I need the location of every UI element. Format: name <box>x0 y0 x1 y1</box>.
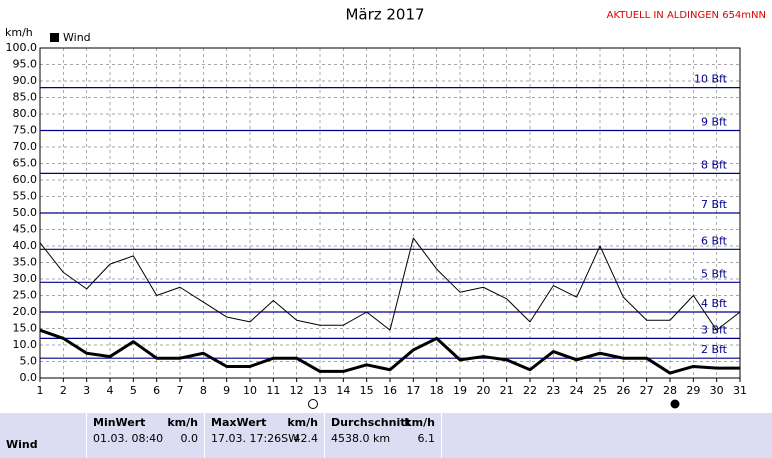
moon-full <box>308 399 318 409</box>
stats-value: 0.0 <box>180 432 199 445</box>
x-tick-label: 23 <box>546 384 560 397</box>
legend-label: Wind <box>63 31 91 44</box>
x-tick-label: 18 <box>430 384 444 397</box>
moon-new <box>670 399 680 409</box>
x-tick-label: 24 <box>570 384 584 397</box>
x-tick-label: 8 <box>200 384 207 397</box>
beaufort-label: 2 Bft <box>701 343 728 356</box>
y-tick-label: 20.0 <box>13 305 38 318</box>
beaufort-label: 6 Bft <box>701 234 728 247</box>
x-tick-label: 31 <box>733 384 747 397</box>
x-tick-label: 21 <box>500 384 514 397</box>
x-tick-label: 1 <box>37 384 44 397</box>
y-tick-label: 5.0 <box>20 355 38 368</box>
y-tick-label: 100.0 <box>6 41 38 54</box>
stats-unit: km/h <box>404 416 435 429</box>
stats-value: 42.4 <box>293 432 319 445</box>
y-tick-label: 80.0 <box>13 107 38 120</box>
stats-unit: km/h <box>287 416 318 429</box>
x-tick-label: 13 <box>313 384 327 397</box>
stats-column: MinWert km/h 01.03. 08:40 0.0 <box>87 413 205 458</box>
x-tick-label: 14 <box>336 384 350 397</box>
x-tick-label: 4 <box>107 384 114 397</box>
y-tick-label: 85.0 <box>13 91 38 104</box>
chart-title: März 2017 <box>345 6 424 24</box>
stats-when: 4538.0 km <box>331 432 391 445</box>
stats-when: 17.03. 17:26SW <box>211 432 300 445</box>
y-tick-label: 90.0 <box>13 74 38 87</box>
y-tick-label: 65.0 <box>13 157 38 170</box>
x-tick-label: 30 <box>710 384 724 397</box>
y-tick-label: 40.0 <box>13 239 38 252</box>
row-label: Wind <box>6 438 38 451</box>
legend-swatch <box>50 33 59 42</box>
beaufort-label: 3 Bft <box>701 323 728 336</box>
beaufort-label: 8 Bft <box>701 158 728 171</box>
y-tick-label: 75.0 <box>13 124 38 137</box>
x-tick-label: 16 <box>383 384 397 397</box>
stats-table: Wind MinWert km/h 01.03. 08:40 0.0 MaxWert km… <box>0 413 772 458</box>
x-tick-label: 9 <box>223 384 230 397</box>
stats-header: Durchschnitt <box>331 416 411 429</box>
y-tick-label: 55.0 <box>13 190 38 203</box>
stats-value: 6.1 <box>417 432 436 445</box>
x-tick-label: 2 <box>60 384 67 397</box>
y-tick-label: 15.0 <box>13 322 38 335</box>
wind-line <box>39 237 741 331</box>
y-tick-label: 25.0 <box>13 289 38 302</box>
x-tick-label: 19 <box>453 384 467 397</box>
stats-unit: km/h <box>167 416 198 429</box>
y-tick-label: 60.0 <box>13 173 38 186</box>
plot-frame <box>39 47 741 379</box>
y-tick-label: 35.0 <box>13 256 38 269</box>
x-tick-label: 20 <box>476 384 490 397</box>
beaufort-label: 4 Bft <box>701 297 728 310</box>
y-tick-label: 0.0 <box>20 371 38 384</box>
location: AKTUELL IN ALDINGEN 654mNN <box>607 10 766 21</box>
chart: März 2017 AKTUELL IN ALDINGEN 654mNN km/… <box>5 6 766 409</box>
x-tick-label: 10 <box>243 384 257 397</box>
beaufort-label: 9 Bft <box>701 116 728 129</box>
x-tick-label: 17 <box>406 384 420 397</box>
x-tick-label: 27 <box>640 384 654 397</box>
x-tick-label: 15 <box>360 384 374 397</box>
y-tick-label: 10.0 <box>13 338 38 351</box>
stats-header: MaxWert <box>211 416 267 429</box>
x-tick-label: 22 <box>523 384 537 397</box>
x-tick-label: 3 <box>83 384 90 397</box>
y-tick-label: 95.0 <box>13 58 38 71</box>
x-tick-label: 11 <box>266 384 280 397</box>
x-tick-label: 12 <box>290 384 304 397</box>
row-label-cell: Wind <box>0 413 87 458</box>
x-tick-label: 29 <box>686 384 700 397</box>
x-tick-label: 6 <box>153 384 160 397</box>
y-tick-label: 50.0 <box>13 206 38 219</box>
beaufort-label: 7 Bft <box>701 198 728 211</box>
x-tick-label: 5 <box>130 384 137 397</box>
y-tick-label: 70.0 <box>13 140 38 153</box>
stats-when: 01.03. 08:40 <box>93 432 164 445</box>
wind-line <box>39 328 740 375</box>
beaufort-label: 10 Bft <box>694 73 728 86</box>
y-axis-label: km/h <box>5 26 33 39</box>
x-tick-label: 26 <box>616 384 630 397</box>
x-tick-label: 25 <box>593 384 607 397</box>
beaufort-label: 5 Bft <box>701 267 728 280</box>
stats-header: MinWert <box>93 416 146 429</box>
stats-column: MaxWert km/h 17.03. 17:26SW 42.4 <box>205 413 325 458</box>
x-tick-label: 28 <box>663 384 677 397</box>
stats-column: Durchschnitt km/h 4538.0 km 6.1 <box>325 413 442 458</box>
y-tick-label: 45.0 <box>13 223 38 236</box>
x-tick-label: 7 <box>177 384 184 397</box>
y-tick-label: 30.0 <box>13 272 38 285</box>
